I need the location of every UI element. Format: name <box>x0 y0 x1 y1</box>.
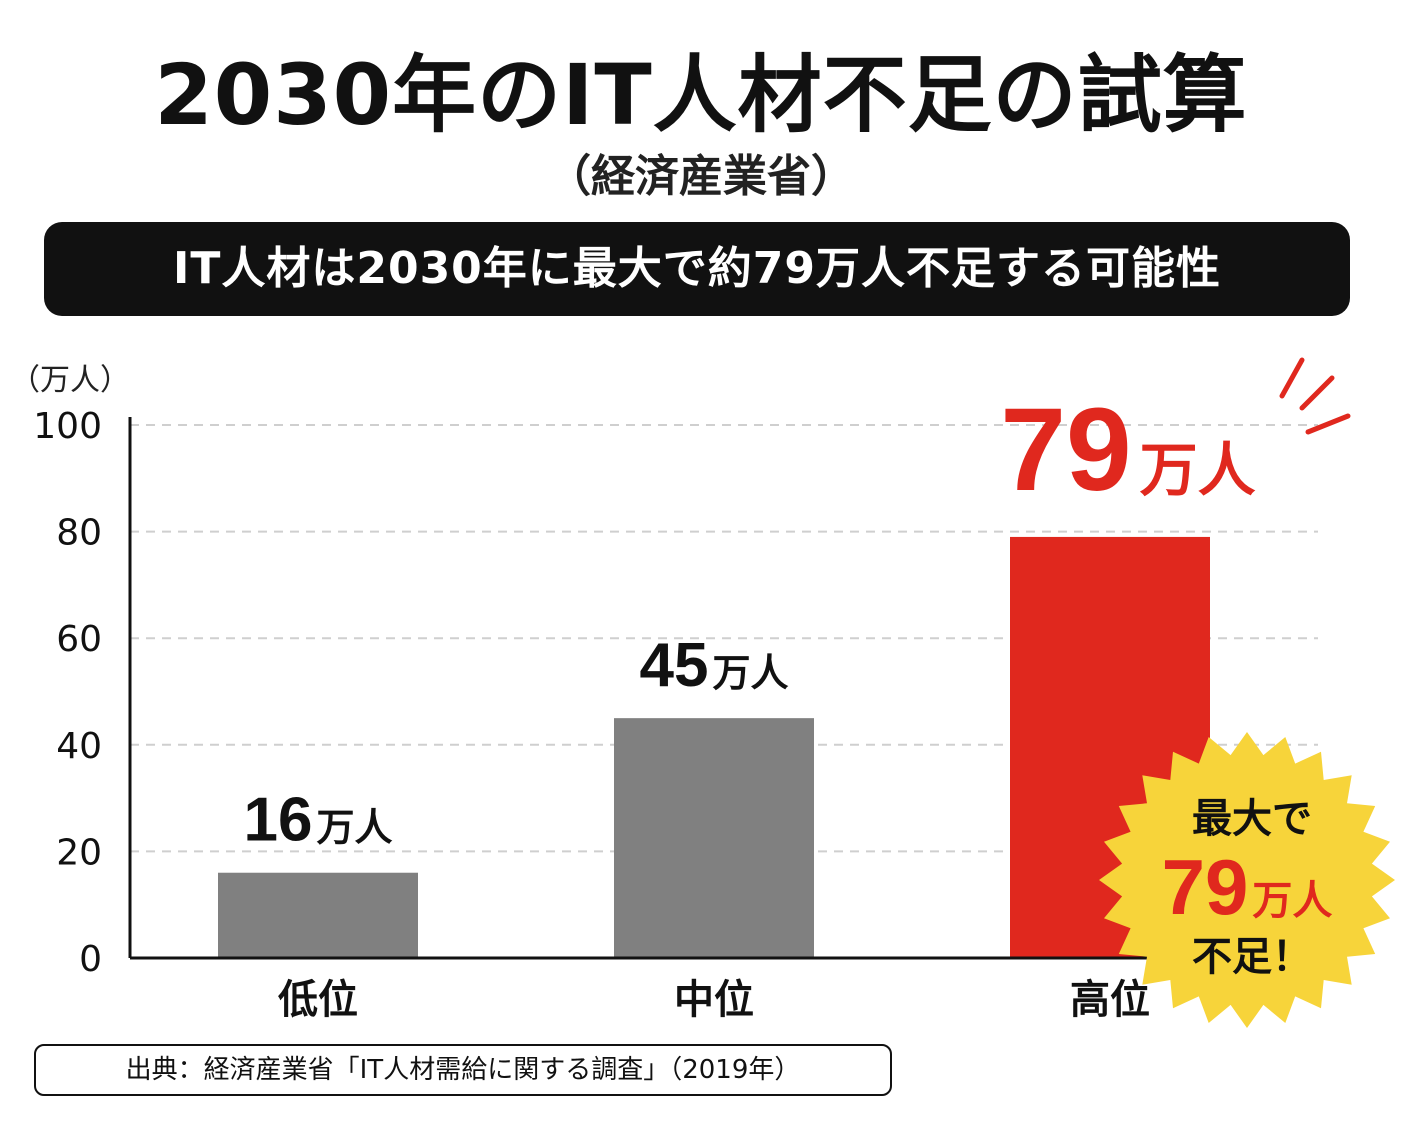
y-tick-label: 100 <box>33 406 102 447</box>
burst-line <box>1279 357 1305 399</box>
category-label: 高位 <box>1070 977 1150 1023</box>
value-label-unit: 万人 <box>712 651 788 695</box>
source-box: 出典：経済産業省「IT人材需給に関する調査」（2019年） <box>34 1044 892 1096</box>
badge-line1: 最大で <box>1192 796 1312 842</box>
page-subtitle: （経済産業省） <box>547 151 855 202</box>
emphasis-burst-lines <box>1279 357 1351 435</box>
y-tick-label: 40 <box>56 726 102 767</box>
badge-line3: 不足！ <box>1192 934 1312 980</box>
bar <box>218 872 418 958</box>
value-label: 45 万人 <box>640 631 789 700</box>
value-label-unit: 万人 <box>1140 436 1256 504</box>
y-unit-label: （万人） <box>10 363 130 398</box>
value-label-number: 45 <box>640 631 709 700</box>
category-label: 低位 <box>278 977 358 1023</box>
y-tick-label: 0 <box>79 939 102 980</box>
y-axis-ticks: （万人） 0 20 40 60 80 100 <box>10 363 130 980</box>
value-label: 79 万人 <box>1000 384 1255 516</box>
value-label-unit: 万人 <box>316 806 392 850</box>
burst-line <box>1299 375 1335 411</box>
badge-unit: 万人 <box>1252 878 1332 924</box>
bars <box>218 536 1210 958</box>
bar <box>614 718 814 958</box>
banner-text: IT人材は2030年に最大で約79万人不足する可能性 <box>172 243 1222 294</box>
source-text: 出典：経済産業省「IT人材需給に関する調査」（2019年） <box>125 1055 801 1085</box>
value-label-number: 16 <box>244 786 313 855</box>
category-label: 中位 <box>674 977 754 1023</box>
axes <box>128 417 1318 960</box>
y-tick-label: 60 <box>56 619 102 660</box>
headline-banner: IT人材は2030年に最大で約79万人不足する可能性 <box>44 222 1350 316</box>
badge-value: 79 万人 <box>1162 843 1333 931</box>
value-label: 16 万人 <box>244 786 393 855</box>
badge-number: 79 <box>1162 843 1249 931</box>
page-title: 2030年のIT人材不足の試算 <box>154 46 1248 144</box>
value-label-number: 79 <box>1000 384 1131 516</box>
badge-starburst <box>1099 732 1395 1028</box>
burst-line <box>1305 413 1351 435</box>
category-labels: 低位 中位 高位 <box>278 977 1150 1023</box>
y-tick-label: 20 <box>56 832 102 873</box>
y-tick-label: 80 <box>56 513 102 554</box>
